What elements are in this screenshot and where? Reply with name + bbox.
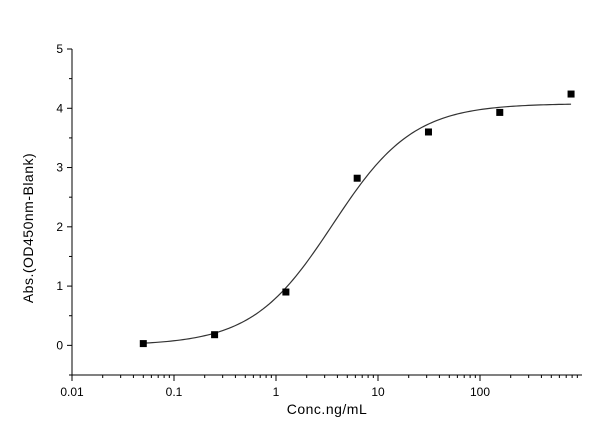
data-point <box>424 128 432 136</box>
y-axis-title: Abs.(OD450nm-Blank) <box>20 153 36 303</box>
y-tick-label: 2 <box>56 220 63 234</box>
x-tick-label: 1 <box>273 385 280 399</box>
data-point <box>211 331 219 339</box>
x-tick-label: 0.1 <box>166 385 183 399</box>
x-tick-label: 100 <box>470 385 490 399</box>
data-point <box>496 108 504 116</box>
data-point <box>567 90 575 98</box>
y-tick-label: 1 <box>56 279 63 293</box>
x-axis-title: Conc.ng/mL <box>287 401 367 417</box>
y-tick-label: 0 <box>56 338 63 352</box>
y-tick-label: 3 <box>56 161 63 175</box>
data-point <box>282 288 290 296</box>
x-tick-label: 10 <box>371 385 385 399</box>
y-tick-label: 5 <box>56 42 63 56</box>
y-tick-label: 4 <box>56 101 63 115</box>
x-tick-label: 0.01 <box>60 385 84 399</box>
axes <box>71 49 582 376</box>
data-points <box>139 90 575 348</box>
data-point <box>139 340 147 348</box>
ticks: 0 1 2 3 4 5 0.01 0.1 1 10 100 <box>56 42 578 399</box>
data-point <box>353 174 361 182</box>
